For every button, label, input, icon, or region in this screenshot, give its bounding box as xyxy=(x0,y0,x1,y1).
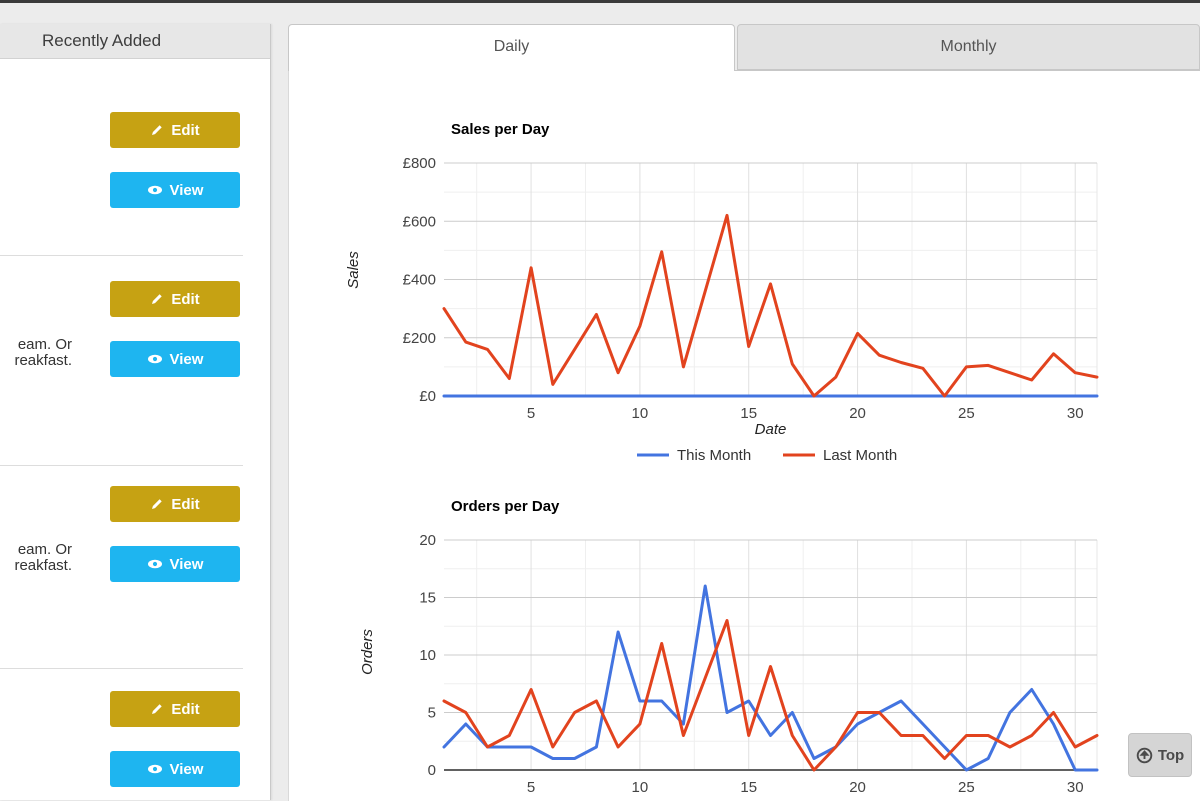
edit-button[interactable]: Edit xyxy=(110,486,240,522)
top-dark-bar xyxy=(0,0,1200,3)
svg-text:Orders: Orders xyxy=(359,629,376,675)
view-button[interactable]: View xyxy=(110,341,240,377)
svg-text:£0: £0 xyxy=(419,388,436,405)
view-button[interactable]: View xyxy=(110,751,240,787)
svg-text:5: 5 xyxy=(527,405,535,422)
eye-icon xyxy=(147,185,162,195)
edit-button-label: Edit xyxy=(171,290,200,308)
view-button[interactable]: View xyxy=(110,546,240,582)
recently-added-list: Edit View Edit eam. Or reakfast. View Ed… xyxy=(0,59,270,800)
orders-per-day-chart: 0 5 10 15 20 5 10 15 20 25 30 Orders per Day Orders xyxy=(359,498,1099,796)
eye-icon xyxy=(147,764,162,774)
arrow-circle-up-icon xyxy=(1136,747,1153,763)
item-description: eam. Or reakfast. xyxy=(0,542,72,574)
item-description-line: eam. Or xyxy=(17,336,72,353)
item-description-line: eam. Or xyxy=(17,541,72,558)
eye-icon xyxy=(147,354,162,364)
edit-button[interactable]: Edit xyxy=(110,691,240,727)
svg-text:£200: £200 xyxy=(403,330,436,347)
recently-added-header: Recently Added xyxy=(0,24,270,59)
edit-button[interactable]: Edit xyxy=(110,281,240,317)
tab-monthly-label: Monthly xyxy=(940,38,997,55)
svg-text:Sales per Day: Sales per Day xyxy=(451,121,550,138)
svg-text:Orders per Day: Orders per Day xyxy=(451,498,560,515)
pencil-icon xyxy=(152,499,163,509)
edit-button-label: Edit xyxy=(171,121,200,139)
recently-added-panel: Recently Added Edit View Edit eam. Or re… xyxy=(0,24,271,800)
tab-daily-label: Daily xyxy=(493,38,530,55)
sales-per-day-chart: £0 £200 £400 £600 £800 5 10 15 20 25 30 Sales per D… xyxy=(345,121,1099,464)
divider xyxy=(0,465,243,466)
divider xyxy=(0,255,243,256)
pencil-icon xyxy=(152,294,163,304)
edit-button-label: Edit xyxy=(171,495,200,513)
eye-icon xyxy=(147,559,162,569)
view-button-label: View xyxy=(169,760,204,778)
svg-text:20: 20 xyxy=(419,532,436,549)
svg-text:30: 30 xyxy=(1067,779,1084,796)
svg-text:25: 25 xyxy=(958,779,975,796)
daily-charts-panel: £0 £200 £400 £600 £800 5 10 15 20 25 30 Sales per D… xyxy=(288,70,1200,801)
pencil-icon xyxy=(152,125,163,135)
view-button-label: View xyxy=(169,181,204,199)
tab-monthly[interactable]: Monthly xyxy=(737,24,1200,70)
edit-button-label: Edit xyxy=(171,700,200,718)
svg-text:£400: £400 xyxy=(403,272,436,289)
svg-text:5: 5 xyxy=(527,779,535,796)
svg-text:£800: £800 xyxy=(403,155,436,172)
item-description-line: reakfast. xyxy=(14,352,72,369)
svg-text:Date: Date xyxy=(755,421,787,438)
item-description: eam. Or reakfast. xyxy=(0,337,72,369)
view-button-label: View xyxy=(169,350,204,368)
edit-button[interactable]: Edit xyxy=(110,112,240,148)
svg-text:15: 15 xyxy=(740,779,757,796)
svg-text:20: 20 xyxy=(849,405,866,422)
tab-daily[interactable]: Daily xyxy=(288,24,735,71)
back-to-top-label: Top xyxy=(1157,746,1185,764)
pencil-icon xyxy=(152,704,163,714)
svg-text:30: 30 xyxy=(1067,405,1084,422)
svg-text:5: 5 xyxy=(428,705,436,722)
svg-text:10: 10 xyxy=(632,779,649,796)
svg-text:25: 25 xyxy=(958,405,975,422)
divider xyxy=(0,668,243,669)
svg-text:£600: £600 xyxy=(403,213,436,230)
svg-text:15: 15 xyxy=(740,405,757,422)
svg-text:10: 10 xyxy=(419,647,436,664)
svg-text:10: 10 xyxy=(632,405,649,422)
view-button-label: View xyxy=(169,555,204,573)
svg-text:20: 20 xyxy=(849,779,866,796)
svg-text:15: 15 xyxy=(419,590,436,607)
svg-text:0: 0 xyxy=(428,762,436,779)
view-button[interactable]: View xyxy=(110,172,240,208)
svg-text:Sales: Sales xyxy=(345,251,362,289)
item-description-line: reakfast. xyxy=(14,557,72,574)
svg-text:Last Month: Last Month xyxy=(823,447,897,464)
svg-text:This Month: This Month xyxy=(677,447,751,464)
recently-added-title: Recently Added xyxy=(42,31,162,50)
back-to-top-button[interactable]: Top xyxy=(1128,733,1192,777)
